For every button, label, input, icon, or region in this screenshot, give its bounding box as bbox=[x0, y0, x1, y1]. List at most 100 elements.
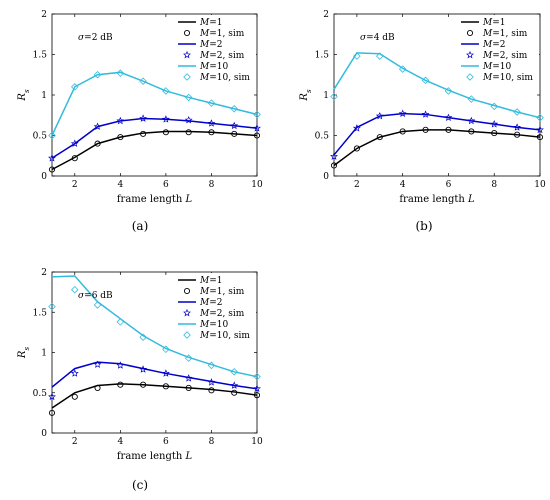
data-point-circle bbox=[117, 134, 124, 141]
y-axis-label: Rs bbox=[299, 89, 313, 102]
data-point-circle bbox=[330, 162, 338, 169]
series-line bbox=[51, 361, 258, 390]
x-tick-label: 6 bbox=[163, 437, 169, 447]
legend-marker-swatch bbox=[466, 50, 474, 59]
data-point-star bbox=[490, 120, 499, 128]
x-tick-label: 8 bbox=[209, 180, 215, 190]
data-point-circle bbox=[208, 129, 215, 136]
legend-entry: M=1 bbox=[178, 18, 223, 28]
legend-entry: M=10, sim bbox=[183, 331, 250, 341]
y-tick-label: 0.5 bbox=[33, 389, 48, 399]
legend-label: M=1 bbox=[482, 18, 506, 28]
series-m-2 bbox=[333, 112, 541, 156]
legend-entry: M=1, sim bbox=[466, 29, 528, 39]
y-axis-label: Rs bbox=[17, 89, 31, 102]
legend-entry: M=2, sim bbox=[183, 50, 245, 61]
series-m-10 bbox=[51, 275, 258, 378]
chart-panel-a: 2 4 6 8 10 0 0.5 1 1.5 2 frame length L Rs σ=2 dB M=1… bbox=[17, 10, 263, 233]
data-point-star bbox=[444, 113, 453, 122]
data-point-star bbox=[398, 109, 407, 117]
data-point-star bbox=[116, 361, 125, 369]
y-tick-label: 1 bbox=[41, 349, 47, 359]
legend-label: M=2, sim bbox=[482, 51, 528, 61]
legend-label: M=2, sim bbox=[199, 309, 245, 319]
data-point-star bbox=[230, 381, 239, 389]
data-point-circle bbox=[140, 130, 147, 137]
legend-entry: M=2 bbox=[178, 298, 223, 308]
legend-marker-swatch bbox=[183, 308, 191, 317]
legend-entry: M=10 bbox=[461, 62, 511, 72]
y-tick-label: 2 bbox=[323, 10, 329, 20]
y-tick-label: 1.5 bbox=[33, 308, 48, 318]
data-point-circle bbox=[445, 126, 452, 133]
legend-marker-swatch bbox=[183, 29, 191, 37]
data-point-circle bbox=[48, 166, 56, 173]
legend-label: M=1, sim bbox=[199, 287, 245, 297]
series-m-10 bbox=[333, 52, 541, 119]
series-line bbox=[333, 52, 541, 119]
x-axis-label: frame length L bbox=[117, 194, 193, 205]
legend-label: M=1, sim bbox=[482, 29, 528, 39]
data-point-circle bbox=[71, 155, 78, 162]
series-m-2 bbox=[51, 361, 258, 390]
legend-label: M=10, sim bbox=[482, 73, 533, 83]
data-point-star bbox=[139, 114, 148, 122]
data-point-star bbox=[116, 116, 125, 125]
data-point-star bbox=[375, 111, 384, 120]
legend-entry: M=10, sim bbox=[466, 73, 533, 83]
series-m-1-sim bbox=[48, 381, 261, 416]
legend-label: M=10 bbox=[199, 320, 228, 330]
legend-label: M=2 bbox=[199, 298, 223, 308]
data-point-circle bbox=[231, 389, 238, 396]
data-point-diamond bbox=[376, 52, 384, 60]
data-point-diamond bbox=[230, 368, 238, 376]
legend-background bbox=[176, 15, 256, 85]
data-point-star bbox=[93, 122, 102, 130]
y-tick-label: 0 bbox=[323, 172, 329, 182]
data-point-diamond bbox=[162, 345, 170, 354]
series-line bbox=[51, 383, 258, 409]
legend-label: M=2 bbox=[482, 40, 506, 50]
data-point-circle bbox=[491, 130, 498, 137]
panel-caption: (a) bbox=[132, 219, 149, 233]
legend-entry: M=10, sim bbox=[183, 73, 250, 83]
data-point-circle bbox=[48, 409, 56, 416]
data-point-star bbox=[352, 124, 361, 132]
data-point-diamond bbox=[116, 69, 125, 77]
data-point-diamond bbox=[421, 76, 430, 85]
data-point-diamond bbox=[253, 372, 261, 381]
legend-label: M=10, sim bbox=[199, 73, 250, 83]
series-m-1-sim bbox=[330, 126, 544, 169]
data-point-diamond bbox=[467, 95, 476, 103]
y-tick-label: 1 bbox=[323, 91, 329, 101]
legend-marker-swatch bbox=[183, 331, 191, 339]
data-point-circle bbox=[376, 134, 383, 141]
data-point-star bbox=[330, 152, 338, 160]
x-tick-label: 2 bbox=[354, 180, 360, 190]
data-point-diamond bbox=[93, 70, 102, 79]
data-point-diamond bbox=[490, 102, 498, 111]
legend-entry: M=1 bbox=[178, 276, 223, 286]
series-line bbox=[51, 117, 258, 159]
data-point-star bbox=[139, 365, 148, 373]
legend-entry: M=10 bbox=[178, 62, 228, 72]
legend-entry: M=10 bbox=[178, 320, 228, 330]
data-point-circle bbox=[185, 384, 192, 391]
series-line bbox=[333, 129, 541, 167]
data-point-circle bbox=[71, 393, 78, 400]
data-point-star bbox=[70, 139, 79, 147]
data-point-diamond bbox=[116, 318, 125, 326]
legend-label: M=1 bbox=[199, 276, 223, 286]
legend-label: M=10 bbox=[482, 62, 511, 72]
data-point-diamond bbox=[536, 113, 544, 122]
data-point-diamond bbox=[184, 93, 193, 102]
series-line bbox=[333, 112, 541, 156]
data-point-star bbox=[207, 119, 216, 127]
data-point-circle bbox=[162, 129, 169, 136]
x-tick-label: 2 bbox=[72, 437, 78, 447]
legend-entry: M=2 bbox=[178, 40, 223, 50]
data-point-diamond bbox=[230, 105, 238, 113]
